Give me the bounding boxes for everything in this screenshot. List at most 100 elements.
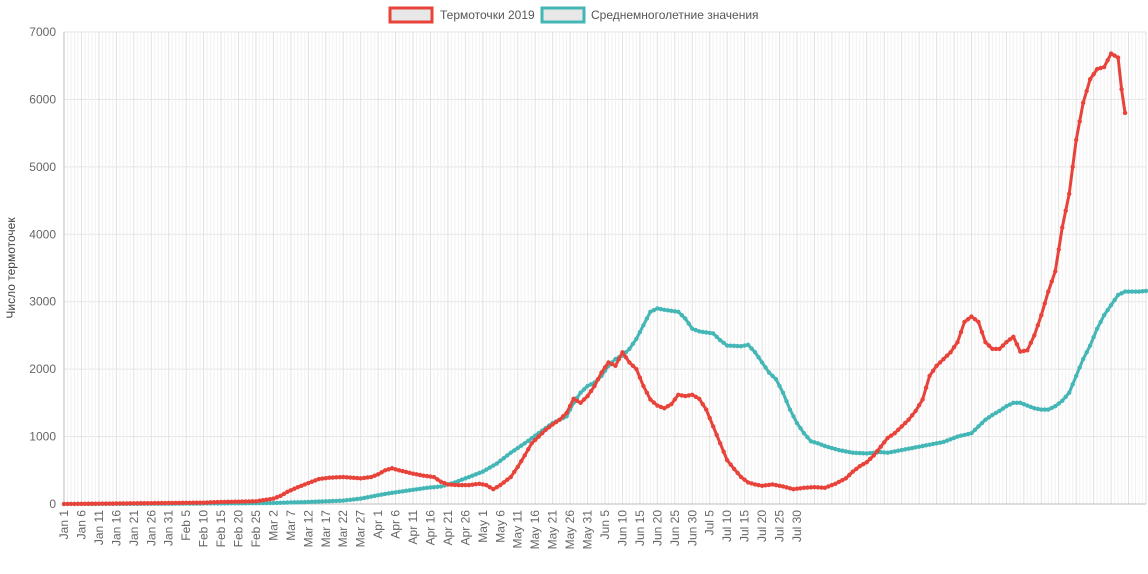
data-point[interactable] <box>955 339 960 345</box>
data-point[interactable] <box>1039 407 1044 412</box>
data-point[interactable] <box>1049 279 1054 284</box>
data-point[interactable] <box>501 480 506 485</box>
data-point[interactable] <box>641 323 646 328</box>
data-point[interactable] <box>644 390 650 395</box>
data-point[interactable] <box>588 388 594 394</box>
data-point[interactable] <box>742 477 747 482</box>
data-point[interactable] <box>386 491 391 496</box>
data-point[interactable] <box>138 501 143 506</box>
data-point[interactable] <box>208 500 213 505</box>
data-point[interactable] <box>805 485 810 490</box>
data-point[interactable] <box>271 496 276 501</box>
data-point[interactable] <box>515 464 520 470</box>
data-point[interactable] <box>417 472 423 478</box>
data-point[interactable] <box>829 482 835 488</box>
data-point[interactable] <box>159 500 164 506</box>
data-point[interactable] <box>763 365 768 370</box>
data-point[interactable] <box>361 475 367 481</box>
data-point[interactable] <box>840 477 845 483</box>
data-point[interactable] <box>532 437 538 443</box>
data-point[interactable] <box>711 331 716 336</box>
data-point[interactable] <box>456 478 461 484</box>
data-point[interactable] <box>1053 404 1058 409</box>
data-point[interactable] <box>805 435 810 440</box>
data-point[interactable] <box>627 360 632 365</box>
data-point[interactable] <box>79 501 84 507</box>
data-point[interactable] <box>962 319 967 325</box>
data-point[interactable] <box>173 500 178 506</box>
data-point[interactable] <box>372 493 377 499</box>
data-point[interactable] <box>585 393 590 399</box>
data-point[interactable] <box>972 317 978 322</box>
data-point[interactable] <box>438 484 444 489</box>
data-point[interactable] <box>550 422 555 427</box>
data-point[interactable] <box>253 499 259 504</box>
data-point[interactable] <box>798 425 803 431</box>
data-point[interactable] <box>473 472 479 477</box>
data-point[interactable] <box>634 366 639 372</box>
data-point[interactable] <box>759 360 765 365</box>
data-point[interactable] <box>1014 400 1020 406</box>
data-point[interactable] <box>892 449 897 454</box>
data-point[interactable] <box>435 477 440 482</box>
data-point[interactable] <box>913 408 918 414</box>
data-point[interactable] <box>613 363 618 368</box>
data-point[interactable] <box>487 484 493 490</box>
data-point[interactable] <box>728 462 733 467</box>
data-point[interactable] <box>669 308 674 314</box>
data-point[interactable] <box>190 500 196 505</box>
data-point[interactable] <box>1025 348 1030 353</box>
data-point[interactable] <box>1021 402 1027 407</box>
data-point[interactable] <box>327 498 332 504</box>
data-point[interactable] <box>997 346 1002 352</box>
data-point[interactable] <box>979 329 985 335</box>
data-point[interactable] <box>215 499 220 505</box>
data-point[interactable] <box>895 448 901 453</box>
data-point[interactable] <box>484 482 489 488</box>
data-point[interactable] <box>1077 365 1082 370</box>
data-point[interactable] <box>693 394 698 399</box>
data-point[interactable] <box>854 466 859 472</box>
data-point[interactable] <box>124 501 130 506</box>
data-point[interactable] <box>341 474 346 480</box>
data-point[interactable] <box>323 499 328 504</box>
data-point[interactable] <box>487 465 493 470</box>
data-point[interactable] <box>1087 77 1093 82</box>
data-point[interactable] <box>348 475 353 480</box>
data-point[interactable] <box>1077 119 1082 124</box>
data-point[interactable] <box>288 488 294 493</box>
data-point[interactable] <box>508 450 513 455</box>
data-point[interactable] <box>250 499 255 504</box>
data-point[interactable] <box>850 469 856 474</box>
data-point[interactable] <box>969 431 974 436</box>
data-point[interactable] <box>662 406 667 411</box>
data-point[interactable] <box>986 415 992 420</box>
data-point[interactable] <box>704 407 709 412</box>
data-point[interactable] <box>410 471 416 476</box>
data-point[interactable] <box>512 448 517 453</box>
data-point[interactable] <box>766 370 772 375</box>
data-point[interactable] <box>274 500 280 506</box>
data-point[interactable] <box>916 403 922 408</box>
data-point[interactable] <box>1021 348 1027 354</box>
data-point[interactable] <box>857 450 862 456</box>
data-point[interactable] <box>1060 225 1065 230</box>
data-point[interactable] <box>459 482 465 488</box>
data-point[interactable] <box>1126 289 1131 294</box>
data-point[interactable] <box>941 439 946 445</box>
data-point[interactable] <box>417 486 423 492</box>
data-point[interactable] <box>976 319 981 325</box>
data-point[interactable] <box>1025 403 1030 408</box>
data-point[interactable] <box>986 343 992 348</box>
data-point[interactable] <box>581 387 587 392</box>
data-point[interactable] <box>634 336 639 341</box>
data-point[interactable] <box>1080 100 1086 106</box>
data-point[interactable] <box>930 368 936 374</box>
data-point[interactable] <box>927 373 932 379</box>
data-point[interactable] <box>651 307 657 313</box>
data-point[interactable] <box>595 377 601 382</box>
legend-item-long-term-average[interactable]: Среднемноголетние значения <box>540 6 759 24</box>
data-point[interactable] <box>1094 326 1100 331</box>
data-point[interactable] <box>899 424 904 429</box>
data-point[interactable] <box>944 438 950 443</box>
